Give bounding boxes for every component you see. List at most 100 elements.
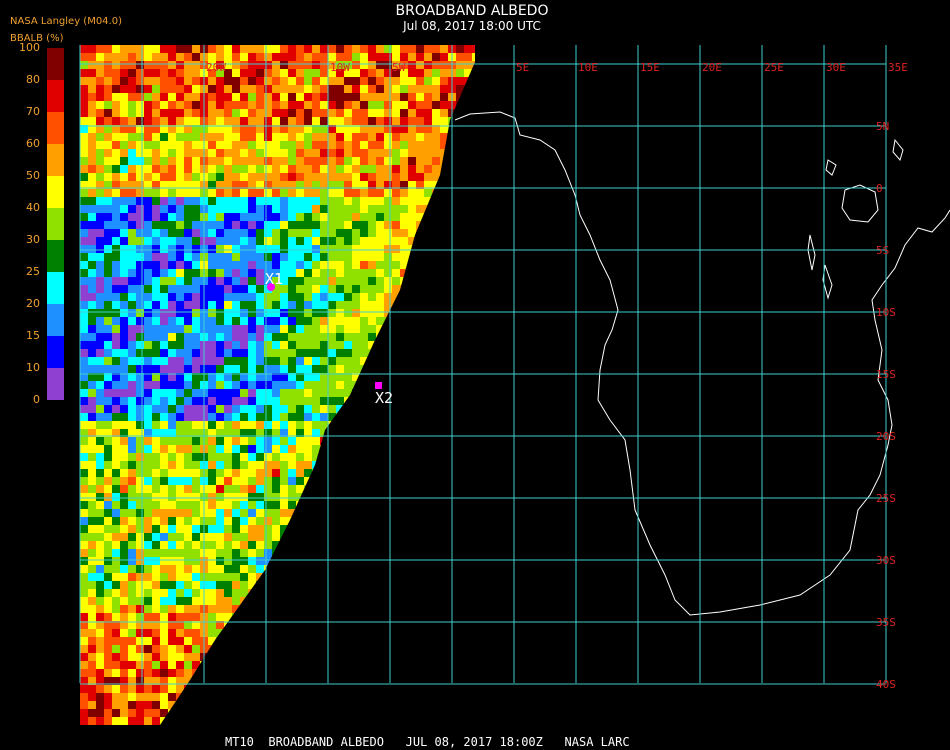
pixel [232, 541, 240, 549]
pixel [160, 557, 168, 565]
pixel [400, 205, 408, 213]
pixel [392, 181, 400, 189]
pixel [80, 405, 88, 413]
pixel [440, 141, 448, 149]
pixel [464, 69, 472, 77]
marker-label: X1 [265, 270, 283, 288]
pixel [296, 157, 304, 165]
pixel [136, 357, 144, 365]
pixel [128, 229, 136, 237]
pixel [160, 293, 168, 301]
pixel [160, 453, 168, 461]
pixel [176, 189, 184, 197]
pixel [128, 397, 136, 405]
pixel [88, 181, 96, 189]
pixel [304, 109, 312, 117]
pixel [136, 237, 144, 245]
pixel [128, 565, 136, 573]
pixel [224, 69, 232, 77]
pixel [232, 501, 240, 509]
pixel [168, 261, 176, 269]
pixel [184, 309, 192, 317]
pixel [264, 405, 272, 413]
pixel [144, 517, 152, 525]
pixel [232, 429, 240, 437]
pixel [168, 389, 176, 397]
pixel [192, 349, 200, 357]
pixel [96, 493, 104, 501]
pixel [144, 85, 152, 93]
pixel [104, 277, 112, 285]
pixel [424, 109, 432, 117]
pixel [400, 253, 408, 261]
pixel [328, 45, 336, 53]
pixel [184, 549, 192, 557]
pixel [256, 285, 264, 293]
pixel [96, 69, 104, 77]
pixel [288, 189, 296, 197]
pixel [248, 565, 256, 573]
pixel [232, 413, 240, 421]
pixel [344, 61, 352, 69]
pixel [120, 469, 128, 477]
pixel [392, 157, 400, 165]
pixel [168, 333, 176, 341]
pixel [328, 277, 336, 285]
pixel [264, 205, 272, 213]
longitude-label: 25E [764, 61, 784, 74]
pixel [304, 245, 312, 253]
pixel [216, 253, 224, 261]
pixel [80, 469, 88, 477]
pixel [152, 357, 160, 365]
pixel [224, 317, 232, 325]
pixel [216, 189, 224, 197]
pixel [88, 605, 96, 613]
pixel [272, 181, 280, 189]
pixel [352, 293, 360, 301]
pixel [288, 197, 296, 205]
pixel [120, 133, 128, 141]
legend-swatch [47, 112, 64, 144]
pixel [360, 317, 368, 325]
pixel [416, 189, 424, 197]
pixel [88, 525, 96, 533]
pixel [216, 293, 224, 301]
pixel [296, 421, 304, 429]
pixel [384, 189, 392, 197]
pixel [328, 373, 336, 381]
pixel [136, 157, 144, 165]
pixel [176, 181, 184, 189]
pixel [112, 557, 120, 565]
pixel [352, 277, 360, 285]
pixel [104, 341, 112, 349]
pixel [152, 613, 160, 621]
pixel [232, 109, 240, 117]
pixel [160, 53, 168, 61]
pixel [128, 693, 136, 701]
pixel [176, 581, 184, 589]
pixel [216, 109, 224, 117]
pixel [432, 141, 440, 149]
pixel [192, 157, 200, 165]
pixel [104, 629, 112, 637]
pixel [184, 125, 192, 133]
pixel [256, 101, 264, 109]
pixel [400, 269, 408, 277]
pixel [272, 437, 280, 445]
pixel [144, 45, 152, 53]
pixel [280, 277, 288, 285]
pixel [152, 509, 160, 517]
pixel [416, 165, 424, 173]
pixel [184, 485, 192, 493]
pixel [232, 165, 240, 173]
pixel [208, 557, 216, 565]
pixel [152, 101, 160, 109]
pixel [168, 461, 176, 469]
pixel [384, 165, 392, 173]
pixel [104, 445, 112, 453]
pixel [120, 421, 128, 429]
pixel [104, 693, 112, 701]
pixel [336, 325, 344, 333]
pixel [400, 101, 408, 109]
